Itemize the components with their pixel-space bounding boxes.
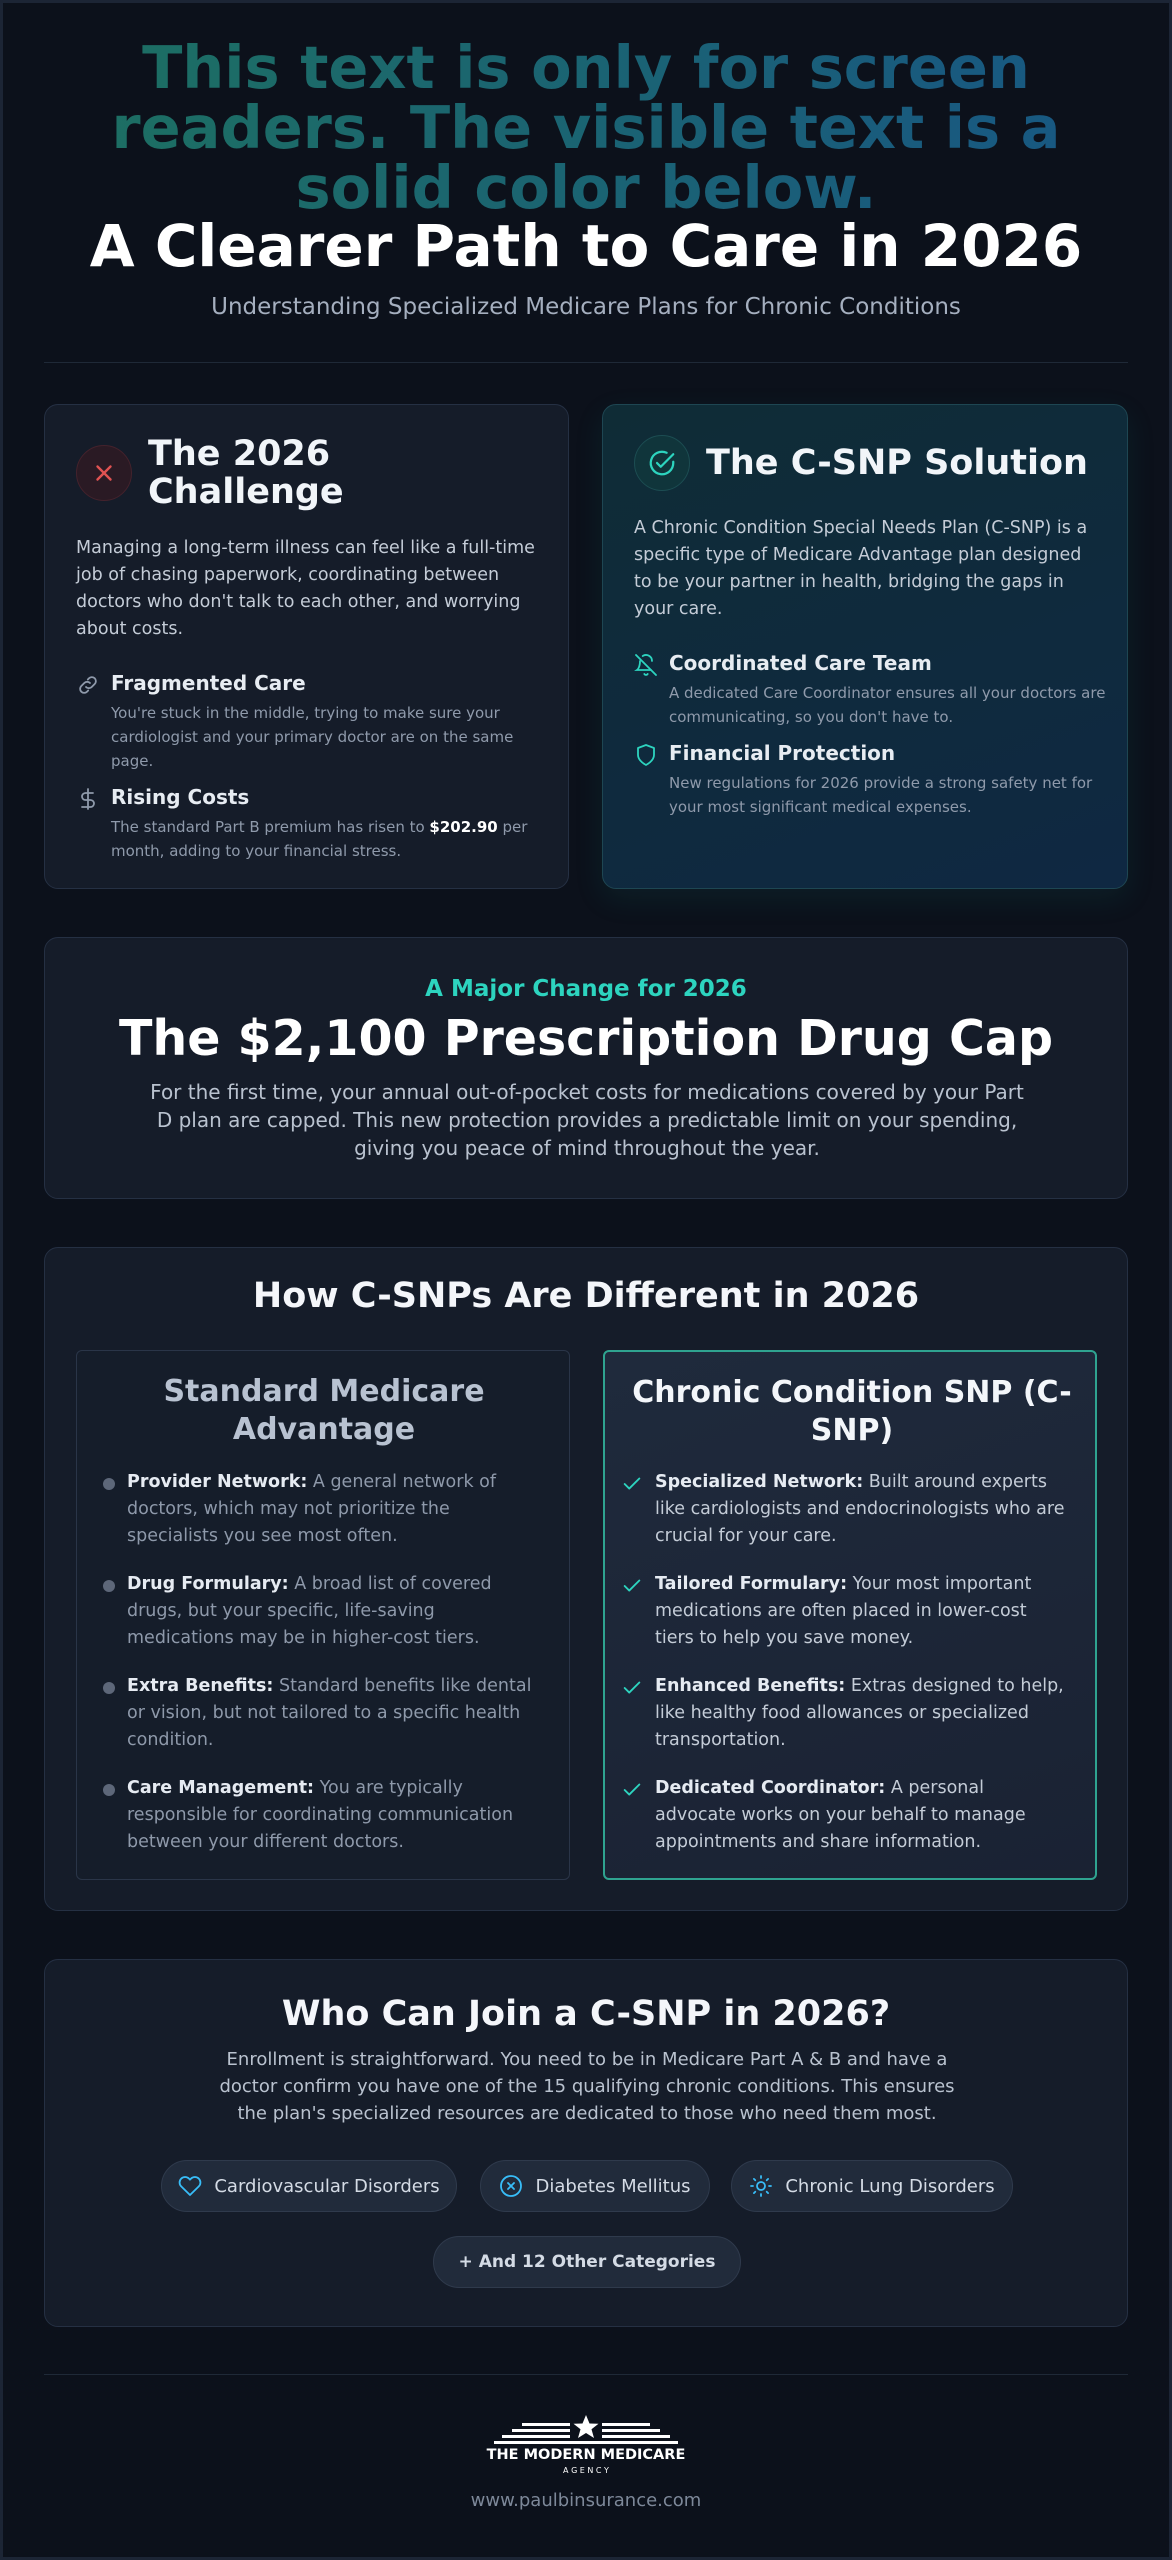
eligibility-section: Who Can Join a C-SNP in 2026? Enrollment…	[44, 1959, 1128, 2327]
feature-title: Fragmented Care	[111, 671, 306, 695]
solution-body: A Chronic Condition Special Needs Plan (…	[634, 518, 1088, 619]
list-item: Drug Formulary: A broad list of covered …	[103, 1571, 542, 1652]
bell-icon	[634, 654, 657, 676]
bullet-icon	[103, 1478, 115, 1490]
item-label: Extra Benefits:	[127, 1676, 274, 1696]
chip-lung: Chronic Lung Disorders	[731, 2160, 1013, 2212]
bullet-icon	[103, 1784, 115, 1796]
item-text: Extras designed to help, like healthy fo…	[655, 1676, 1064, 1750]
challenge-card: The 2026 Challenge Managing a long-term …	[44, 404, 569, 889]
eligibility-title: Who Can Join a C-SNP in 2026?	[281, 1994, 891, 2034]
feature-desc: The standard Part B premium has risen to…	[111, 815, 551, 863]
drug-cap-title: The $2,100 Prescription Drug Cap	[118, 1010, 1054, 1067]
feature-desc: A dedicated Care Coordinator ensures all…	[669, 684, 1106, 726]
desc-text: per month, adding to your financial stre…	[111, 818, 528, 860]
item-label: Enhanced Benefits:	[655, 1676, 846, 1696]
item-text: Built around experts like cardiologists …	[655, 1472, 1065, 1546]
x-circle-icon	[500, 2175, 523, 2197]
item-label: Dedicated Coordinator:	[655, 1778, 886, 1798]
logo-subtext: A G E N C Y	[563, 2466, 609, 2475]
check-icon	[623, 1477, 641, 1490]
feature-desc: You're stuck in the middle, trying to ma…	[111, 704, 514, 770]
item-label: Specialized Network:	[655, 1472, 864, 1492]
chip-cardiovascular: Cardiovascular Disorders	[161, 2160, 457, 2212]
drug-cap-section: A Major Change for 2026 The $2,100 Presc…	[44, 937, 1128, 1199]
list-item: Enhanced Benefits: Extras designed to he…	[623, 1673, 1070, 1754]
chip-diabetes: Diabetes Mellitus	[480, 2160, 710, 2212]
shield-icon	[637, 744, 655, 766]
item-label: Care Management:	[127, 1778, 315, 1798]
item-text: A broad list of covered drugs, but your …	[127, 1574, 492, 1648]
drug-cap-body: For the first time, your annual out-of-p…	[150, 1080, 1024, 1160]
item-text: Your most important medications are ofte…	[655, 1574, 1032, 1648]
check-icon	[623, 1681, 641, 1694]
comparison-title: How C-SNPs Are Different in 2026	[252, 1276, 920, 1316]
standard-ma-column: Standard Medicare Advantage Provider Net…	[76, 1350, 570, 1880]
csnp-column: Chronic Condition SNP (C-SNP) Specialize…	[603, 1350, 1097, 1880]
premium-amount: $202.90	[429, 818, 498, 836]
dollar-icon	[81, 788, 95, 810]
feature-title: Coordinated Care Team	[669, 651, 932, 675]
feature-desc: New regulations for 2026 provide a stron…	[669, 774, 1093, 816]
page-subtitle: Understanding Specialized Medicare Plans…	[211, 294, 961, 320]
drug-cap-kicker: A Major Change for 2026	[425, 976, 747, 1002]
item-text: A general network of doctors, which may …	[127, 1472, 497, 1546]
column-title: Standard Medicare Advantage	[163, 1374, 485, 1447]
solution-title: The C-SNP Solution	[706, 443, 1088, 483]
item-label: Provider Network:	[127, 1472, 308, 1492]
chip-label: Chronic Lung Disorders	[785, 2175, 995, 2197]
list-item: Care Management: You are typically respo…	[103, 1775, 542, 1856]
check-icon	[623, 1579, 641, 1592]
challenge-header: The 2026 Challenge	[76, 435, 388, 511]
chip-label: Cardiovascular Disorders	[214, 2175, 440, 2197]
list-item: Specialized Network: Built around expert…	[623, 1469, 1070, 1550]
item-text: Standard benefits like dental or vision,…	[127, 1676, 532, 1750]
header-divider	[44, 362, 1128, 363]
link-icon	[79, 676, 97, 694]
check-icon	[623, 1783, 641, 1796]
solution-card: The C-SNP Solution A Chronic Condition S…	[602, 404, 1128, 889]
chip-label: Diabetes Mellitus	[535, 2175, 691, 2197]
chip-more-categories: + And 12 Other Categories	[433, 2236, 741, 2288]
item-text: You are typically responsible for coordi…	[127, 1778, 514, 1852]
item-label: Tailored Formulary:	[655, 1574, 848, 1594]
agency-logo: THE MODERN MEDICARE A G E N C Y	[487, 2415, 686, 2475]
footer-divider	[44, 2374, 1128, 2375]
item-label: Drug Formulary:	[127, 1574, 289, 1594]
list-item: Extra Benefits: Standard benefits like d…	[103, 1673, 542, 1754]
comparison-section: How C-SNPs Are Different in 2026 Standar…	[44, 1247, 1128, 1911]
list-item: Tailored Formulary: Your most important …	[623, 1571, 1070, 1652]
x-icon	[76, 445, 132, 501]
check-circle-icon	[634, 435, 690, 491]
column-title: Chronic Condition SNP (C-SNP)	[632, 1375, 1072, 1448]
bullet-icon	[103, 1580, 115, 1592]
footer-url[interactable]: www.paulbinsurance.com	[470, 2490, 702, 2511]
desc-text: The standard Part B premium has risen to	[111, 818, 430, 836]
solution-header: The C-SNP Solution	[634, 435, 1088, 491]
bullet-icon	[103, 1682, 115, 1694]
feature-title: Financial Protection	[669, 741, 896, 765]
heart-icon	[179, 2176, 202, 2196]
logo-text: THE MODERN MEDICARE	[487, 2447, 686, 2463]
list-item: Provider Network: A general network of d…	[103, 1469, 542, 1550]
feature-title: Rising Costs	[111, 785, 250, 809]
page-title: A Clearer Path to Care in 2026	[89, 212, 1083, 280]
eligibility-body: Enrollment is straightforward. You need …	[219, 2049, 955, 2124]
sun-icon	[750, 2175, 773, 2197]
challenge-body: Managing a long-term illness can feel li…	[76, 538, 535, 639]
screen-reader-text: This text is only for screen readers. Th…	[60, 38, 1112, 218]
list-item: Dedicated Coordinator: A personal advoca…	[623, 1775, 1070, 1856]
item-text: A personal advocate works on your behalf…	[655, 1778, 1026, 1852]
challenge-title: The 2026 Challenge	[148, 434, 344, 512]
